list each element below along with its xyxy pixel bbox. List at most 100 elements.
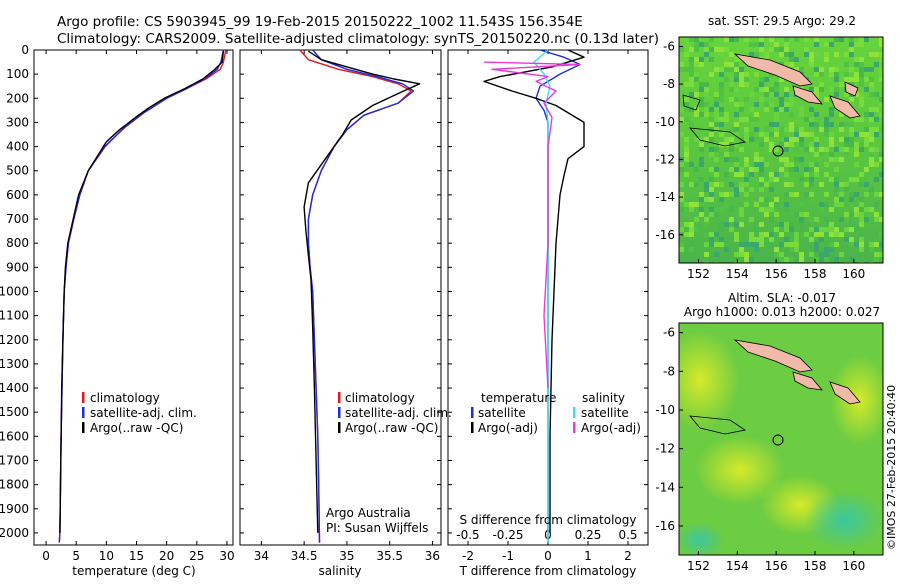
legend-swatch-argo [82,422,85,433]
argo-australia-annotation: Argo Australia [326,506,411,520]
salinity-legend: climatology satellite-adj. clim. Argo(..… [338,391,452,435]
y-tick-label: 700 [6,212,29,226]
series-line [59,51,225,533]
temperature-legend: climatology satellite-adj. clim. Argo(..… [82,391,197,435]
s-tick-label: -0.25 [492,528,523,542]
map-x-tick-label: 156 [765,267,788,281]
legend-label-argo: Argo(..raw -QC) [345,421,438,435]
x-tick-label: 35 [339,549,354,563]
x-tick-label: 30 [219,549,234,563]
legend-title-temperature: temperature [481,391,556,405]
difference-legend: temperature salinity satellite Argo(-adj… [471,391,641,435]
series-line [483,49,585,533]
y-tick-label: 1900 [0,502,29,516]
salinity-xlabel: salinity [318,564,361,578]
map-y-tick-label: -8 [663,77,675,91]
map-y-tick-label: -14 [655,190,675,204]
pi-annotation: PI: Susan Wijffels [326,521,428,535]
map-y-tick-label: -14 [655,480,675,494]
legend-swatch-satellite [338,407,341,418]
y-tick-label: 1400 [0,381,29,395]
sla-map-frame [678,322,884,556]
legend-title-salinity: salinity [582,391,625,405]
map-y-tick-label: -12 [655,152,675,166]
map-x-tick-label: 154 [726,267,749,281]
y-tick-label: 1200 [0,333,29,347]
map-y-tick-label: -6 [663,39,675,53]
y-tick-label: 1300 [0,357,29,371]
legend-label-sal-satellite: satellite [581,406,629,420]
legend-label-sal-argo: Argo(-adj) [581,421,641,435]
y-tick-label: 900 [6,260,29,274]
y-tick-label: 300 [6,115,29,129]
map-y-tick-label: -16 [655,519,675,533]
legend-swatch-argo [338,422,341,433]
series-line [535,49,581,543]
temperature-plot-frame [33,49,234,546]
temperature-xlabel: temperature (deg C) [72,564,195,578]
map-x-tick-label: 160 [842,267,865,281]
x-tick-label: 25 [189,549,204,563]
x-tick-label: 36 [425,549,440,563]
map-y-tick-label: -16 [655,228,675,242]
series-line [303,50,421,533]
y-tick-label: 600 [6,188,29,202]
legend-swatch-sal-satellite [573,407,576,418]
x-tick-label: 20 [159,549,174,563]
map-x-tick-label: 152 [687,559,710,573]
x-tick-label: 5 [72,549,80,563]
legend-swatch-temp-argo [471,422,474,433]
y-tick-label: 500 [6,164,29,178]
series-line [483,61,581,389]
y-tick-label: 2000 [0,526,29,540]
x-tick-label: 35.5 [376,549,403,563]
series-line [533,49,551,543]
map-x-tick-label: 158 [804,559,827,573]
map-x-tick-label: 160 [842,559,865,573]
x-tick-label: 2 [624,549,632,563]
x-tick-label: 0 [544,549,552,563]
sst-map: sat. SST: 29.5 Argo: 29.2 152 154 156 158 16… [655,14,884,281]
x-tick-label: 34 [254,549,269,563]
legend-label-satellite: satellite-adj. clim. [90,406,197,420]
legend-swatch-climatology [82,392,85,403]
series-line [58,49,227,543]
legend-label-climatology: climatology [345,391,415,405]
s-difference-label: S difference from climatology [460,513,637,527]
y-tick-label: 0 [21,43,29,57]
y-tick-label: 400 [6,140,29,154]
map-y-tick-label: -6 [663,326,675,340]
y-tick-label: 100 [6,67,29,81]
y-tick-label: 1500 [0,405,29,419]
s-tick-label: 0.25 [575,528,602,542]
map-x-tick-label: 158 [804,267,827,281]
x-tick-label: -2 [462,549,474,563]
legend-swatch-temp-satellite [471,407,474,418]
y-tick-label: 1000 [0,284,29,298]
map-y-tick-label: -10 [655,403,675,417]
sla-map-title-2: Argo h1000: 0.013 h2000: 0.027 [684,305,880,319]
salinity-plot-frame [239,49,442,546]
imos-credit: ©IMOS 27-Feb-2015 20:40:40 [885,385,898,550]
header-line-2: Climatology: CARS2009. Satellite-adjuste… [57,31,659,47]
legend-label-temp-argo: Argo(-adj) [478,421,538,435]
map-y-tick-label: -10 [655,115,675,129]
x-tick-label: 10 [99,549,114,563]
s-tick-label: -0.5 [456,528,479,542]
legend-label-climatology: climatology [90,391,160,405]
x-tick-label: 0 [42,549,50,563]
map-x-tick-label: 154 [726,559,749,573]
map-y-tick-label: -8 [663,364,675,378]
legend-swatch-sal-argo [573,422,576,433]
legend-swatch-climatology [338,392,341,403]
y-tick-label: 1800 [0,478,29,492]
sla-map: Altim. SLA: -0.017 Argo h1000: 0.013 h20… [655,291,884,573]
map-y-tick-label: -12 [655,442,675,456]
sst-map-frame [678,36,884,264]
map-x-tick-label: 156 [765,559,788,573]
series-line [58,49,225,543]
legend-swatch-satellite [82,407,85,418]
legend-label-temp-satellite: satellite [478,406,526,420]
x-tick-label: 34.5 [291,549,318,563]
